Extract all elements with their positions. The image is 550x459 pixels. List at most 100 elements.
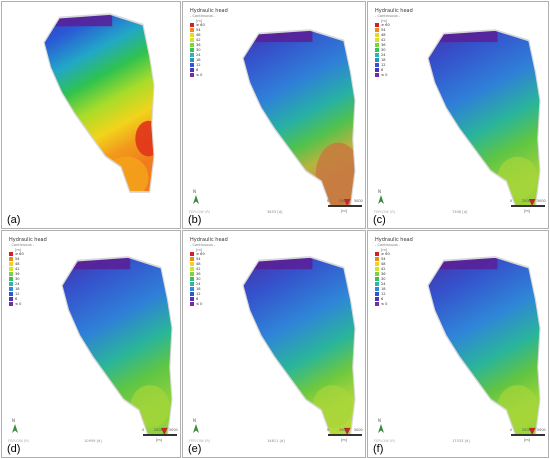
legend-swatch bbox=[190, 257, 194, 261]
scale-tick-0: 0 bbox=[510, 428, 513, 432]
scale-tick-2500: 2500 bbox=[154, 428, 163, 432]
legend-title: Hydraulic head bbox=[375, 8, 413, 14]
hydraulic-head-map bbox=[43, 13, 155, 193]
scale-tick-2500: 2500 bbox=[339, 199, 348, 203]
legend-entry: 6 bbox=[375, 68, 413, 73]
legend: Hydraulic head - Continuous - [m] ≥ 60 54… bbox=[9, 237, 47, 307]
legend-label: 24 bbox=[381, 53, 386, 57]
legend-entry: ≥ 60 bbox=[190, 252, 228, 257]
legend-title: Hydraulic head bbox=[190, 8, 228, 14]
hydraulic-head-map bbox=[427, 256, 541, 436]
legend-label: ≥ 60 bbox=[196, 23, 205, 27]
scale-tick-2500: 2500 bbox=[522, 428, 531, 432]
legend-label: 6 bbox=[196, 297, 199, 301]
legend-entry: 48 bbox=[375, 262, 413, 267]
legend-entry: 36 bbox=[190, 43, 228, 48]
scale-tick-5000: 5000 bbox=[537, 199, 546, 203]
north-label: N bbox=[193, 418, 196, 423]
legend-entry: 12 bbox=[190, 63, 228, 68]
legend-entry: 54 bbox=[375, 257, 413, 262]
legend-label: 36 bbox=[15, 272, 20, 276]
legend-swatch bbox=[375, 297, 379, 301]
legend-entries: ≥ 60 54 48 42 36 30 24 18 12 6 ≤ 0 bbox=[375, 252, 413, 307]
north-label: N bbox=[12, 418, 15, 423]
legend-swatch bbox=[375, 63, 379, 67]
feflow-watermark: FEFLOW (R) bbox=[374, 439, 396, 443]
legend-label: 36 bbox=[381, 43, 386, 47]
legend-entries: ≥ 60 54 48 42 36 30 24 18 12 6 ≤ 0 bbox=[9, 252, 47, 307]
legend-entry: 24 bbox=[9, 282, 47, 287]
north-label: N bbox=[378, 418, 381, 423]
legend-entries: ≥ 60 54 48 42 36 30 24 18 12 6 ≤ 0 bbox=[375, 23, 413, 78]
legend-entry: ≥ 60 bbox=[190, 23, 228, 28]
legend-label: 12 bbox=[196, 63, 201, 67]
legend-swatch bbox=[190, 58, 194, 62]
legend-label: 18 bbox=[381, 58, 386, 62]
legend-label: 12 bbox=[381, 63, 386, 67]
legend-unit: [m] bbox=[381, 247, 388, 252]
legend-swatch bbox=[375, 257, 379, 261]
legend-label: 24 bbox=[381, 282, 386, 286]
scale-tick-0: 0 bbox=[510, 199, 513, 203]
scale-unit: [m] bbox=[156, 438, 162, 442]
legend-swatch bbox=[375, 272, 379, 276]
scale-tick-5000: 5000 bbox=[169, 428, 178, 432]
time-label: 17533 [d] bbox=[452, 439, 470, 443]
legend: Hydraulic head - Continuous - [m] ≥ 60 54… bbox=[190, 237, 228, 307]
legend-swatch bbox=[190, 33, 194, 37]
legend-entry: 6 bbox=[9, 297, 47, 302]
legend-entry: 18 bbox=[190, 58, 228, 63]
legend-entry: 18 bbox=[375, 287, 413, 292]
panel-label: (c) bbox=[373, 214, 386, 226]
legend-entry: 36 bbox=[375, 272, 413, 277]
time-label: 3653 [d] bbox=[267, 210, 283, 214]
legend-swatch bbox=[9, 257, 13, 261]
legend-entry: 30 bbox=[190, 48, 228, 53]
scale-bar: 0 2500 5000 [m] bbox=[327, 428, 363, 442]
legend: Hydraulic head - Continuous - [m] ≥ 60 54… bbox=[375, 237, 413, 307]
legend-swatch bbox=[190, 73, 194, 77]
legend-entry: 24 bbox=[190, 53, 228, 58]
legend-entry: 12 bbox=[9, 292, 47, 297]
legend-label: 18 bbox=[15, 287, 20, 291]
legend-swatch bbox=[9, 277, 13, 281]
legend-label: 48 bbox=[196, 33, 201, 37]
legend-entries: ≥ 60 54 48 42 36 30 24 18 12 6 ≤ 0 bbox=[190, 23, 228, 78]
legend-entry: 54 bbox=[375, 28, 413, 33]
hydraulic-head-map bbox=[61, 256, 173, 436]
legend-entry: 30 bbox=[190, 277, 228, 282]
legend-label: ≥ 60 bbox=[196, 252, 205, 256]
legend-entry: 24 bbox=[375, 282, 413, 287]
legend-label: 42 bbox=[196, 267, 201, 271]
legend-entry: 30 bbox=[375, 277, 413, 282]
legend-swatch bbox=[190, 23, 194, 27]
panel-c: Hydraulic head - Continuous - [m] ≥ 60 54… bbox=[367, 1, 549, 229]
scale-unit: [m] bbox=[341, 209, 347, 213]
legend-label: 6 bbox=[381, 68, 384, 72]
legend-entry: 42 bbox=[375, 267, 413, 272]
legend-swatch bbox=[9, 262, 13, 266]
legend-swatch bbox=[9, 272, 13, 276]
legend-swatch bbox=[375, 292, 379, 296]
legend-label: 24 bbox=[196, 53, 201, 57]
legend: Hydraulic head - Continuous - [m] ≥ 60 54… bbox=[375, 8, 413, 78]
legend-label: 54 bbox=[196, 28, 201, 32]
legend-entry: 30 bbox=[9, 277, 47, 282]
legend-swatch bbox=[9, 302, 13, 306]
legend-swatch bbox=[9, 252, 13, 256]
legend-label: 24 bbox=[15, 282, 20, 286]
legend-swatch bbox=[375, 38, 379, 42]
time-label: 14611 [d] bbox=[267, 439, 285, 443]
legend-label: ≤ 0 bbox=[15, 302, 22, 306]
legend-swatch bbox=[190, 282, 194, 286]
legend-label: 42 bbox=[381, 267, 386, 271]
panel-f: Hydraulic head - Continuous - [m] ≥ 60 54… bbox=[367, 230, 549, 458]
legend-entry: 36 bbox=[375, 43, 413, 48]
legend-label: 18 bbox=[196, 58, 201, 62]
legend-label: 12 bbox=[196, 292, 201, 296]
feflow-watermark: FEFLOW (R) bbox=[8, 439, 30, 443]
scale-bar: 0 2500 5000 [m] bbox=[327, 199, 363, 213]
legend-swatch bbox=[190, 48, 194, 52]
scale-unit: [m] bbox=[341, 438, 347, 442]
